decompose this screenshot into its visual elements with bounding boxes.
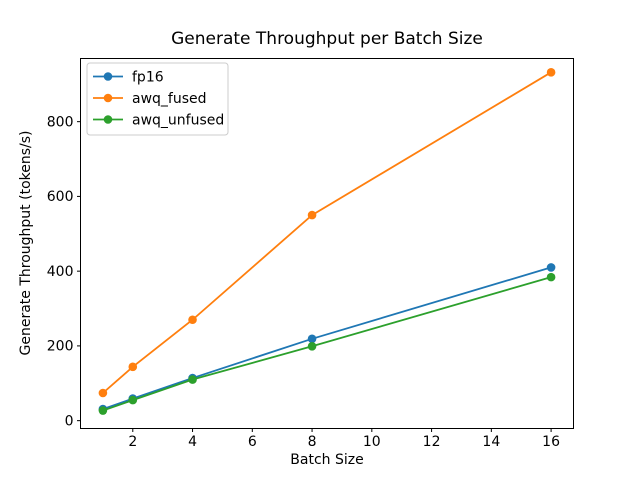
x-tick-label: 12 [423,434,441,450]
x-tick-label: 4 [188,434,197,450]
legend-marker-icon [103,115,113,124]
legend-item-fp16: fp16 [93,70,164,86]
x-axis-ticks: 2 4 6 8 10 12 14 16 [128,428,560,450]
legend-label: awq_unfused [132,113,224,129]
legend-label: awq_fused [132,91,207,107]
y-tick-label: 600 [47,189,74,205]
x-tick-label: 2 [128,434,137,450]
legend-marker-icon [103,72,113,81]
y-tick-label: 400 [47,264,74,280]
y-tick-label: 800 [47,114,74,130]
legend: fp16 awq_fused awq_unfused [86,62,229,136]
y-axis-ticks: 0 200 400 600 800 [47,114,81,429]
plot-area-border [80,58,574,429]
y-axis-label: Generate Throughput (tokens/s) [18,131,34,356]
y-tick-label: 200 [47,339,74,355]
data-point-awq_fused [307,210,317,220]
legend-item-awq_fused: awq_fused [93,91,207,107]
data-series [98,68,556,415]
series-line-awq_unfused [102,276,552,412]
x-tick-label: 16 [542,434,560,450]
data-point-awq_fused [188,315,197,325]
legend-item-awq_unfused: awq_unfused [93,113,224,129]
data-point-awq_unfused [128,395,138,405]
x-axis-label: Batch Size [290,452,363,468]
data-point-awq_unfused [307,341,317,351]
data-point-awq_fused [546,68,556,77]
legend-marker-icon [103,93,113,103]
x-tick-label: 8 [308,434,317,450]
x-tick-label: 6 [248,434,257,450]
data-point-fp16 [546,263,556,272]
data-point-awq_unfused [98,406,108,415]
legend-label: fp16 [132,70,164,86]
legend-box [86,62,229,136]
data-point-fp16 [307,334,317,344]
data-point-awq_fused [128,362,138,372]
x-tick-label: 10 [363,434,381,450]
chart-title: Generate Throughput per Batch Size [171,29,483,49]
data-point-awq_unfused [188,375,197,384]
x-tick-label: 14 [482,434,500,450]
data-point-awq_unfused [546,272,556,282]
plot-spines [80,58,574,429]
data-point-awq_fused [98,388,108,398]
y-tick-label: 0 [65,413,74,429]
